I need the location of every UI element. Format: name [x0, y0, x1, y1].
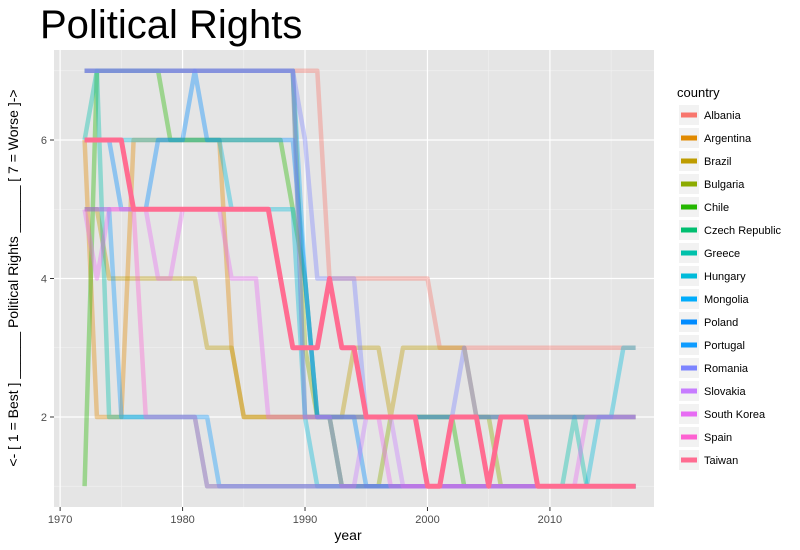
x-tick-label: 1970 [48, 514, 72, 526]
x-axis-label: year [334, 527, 362, 543]
legend-label: Albania [704, 110, 742, 122]
y-axis-label: <- [ 1 = Best ] ______ Political Rights … [5, 89, 21, 466]
legend-label: Bulgaria [704, 179, 745, 191]
legend-title: country [677, 85, 720, 100]
legend-label: Romania [704, 363, 749, 375]
legend-label: Slovakia [704, 386, 746, 398]
legend-label: Spain [704, 432, 732, 444]
legend-label: Poland [704, 317, 738, 329]
legend-label: South Korea [704, 409, 766, 421]
y-tick-label: 6 [41, 135, 47, 147]
data-lines [82, 68, 636, 489]
legend-label: Argentina [704, 133, 752, 145]
y-tick-label: 2 [41, 412, 47, 424]
series-line-brazil [84, 207, 636, 420]
legend-label: Portugal [704, 340, 745, 352]
x-tick-label: 2000 [415, 514, 439, 526]
y-tick-label: 4 [41, 274, 47, 286]
x-tick-label: 2010 [538, 514, 562, 526]
axes: 1970 1980 1990 2000 2010 2 4 6 [41, 135, 562, 526]
series-line-argentina [82, 137, 636, 420]
x-tick-label: 1990 [293, 514, 317, 526]
legend-label: Chile [704, 202, 729, 214]
series-line-romania [84, 68, 636, 420]
chart-title: Political Rights [40, 3, 302, 47]
series-line-albania [84, 68, 636, 350]
legend-label: Hungary [704, 271, 746, 283]
legend-label: Mongolia [704, 294, 750, 306]
legend: country Albania Argentina Brazil Bulgaria Ch… [677, 85, 782, 470]
legend-label: Taiwan [704, 455, 738, 467]
series-line-taiwan [84, 137, 636, 489]
legend-label: Czech Republic [704, 225, 782, 237]
legend-label: Brazil [704, 156, 732, 168]
series-line-mongolia [84, 68, 636, 420]
legend-label: Greece [704, 248, 740, 260]
x-tick-label: 1980 [170, 514, 194, 526]
